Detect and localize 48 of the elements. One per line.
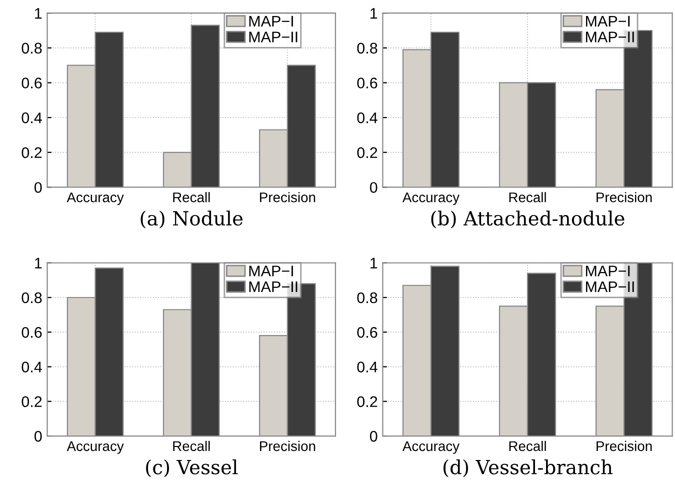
- y-tick-label: 0.8: [22, 42, 42, 54]
- y-tick-label: 0.4: [357, 362, 378, 372]
- x-tick-label: Recall: [509, 440, 546, 452]
- legend-label: MAP−I: [586, 266, 630, 276]
- y-tick-label: 0.2: [22, 396, 42, 408]
- x-tick-label: Precision: [596, 192, 652, 202]
- y-tick-label: 0.2: [357, 396, 378, 408]
- x-tick-label: Recall: [173, 440, 210, 452]
- legend-label: MAP−I: [586, 16, 630, 26]
- y-tick-label: 0.8: [22, 292, 42, 304]
- x-tick-label: Precision: [596, 440, 652, 452]
- y-tick-label: 1: [370, 258, 378, 268]
- y-tick-label: 0: [34, 430, 42, 442]
- legend-label: MAP−II: [249, 281, 298, 292]
- y-tick-label: 0.8: [357, 292, 378, 304]
- y-tick-label: 1: [35, 8, 42, 19]
- x-tick-label: Accuracy: [66, 192, 124, 206]
- x-tick-label: Precision: [260, 192, 316, 202]
- x-tick-label: Precision: [260, 440, 316, 452]
- x-tick-label: Recall: [173, 192, 210, 202]
- legend-label: MAP−II: [586, 32, 634, 42]
- x-tick-label: Accuracy: [402, 441, 460, 454]
- legend-label: MAP−I: [249, 266, 293, 276]
- x-axis-title: (b) Attached-nodule: [431, 210, 624, 228]
- y-tick-label: 0.4: [22, 362, 42, 372]
- y-tick-label: 0.6: [22, 326, 42, 338]
- y-tick-label: 0.2: [357, 147, 378, 158]
- y-tick-label: 0.6: [357, 78, 378, 88]
- y-tick-label: 1: [35, 258, 42, 268]
- y-tick-label: 0.6: [22, 78, 42, 88]
- y-tick-label: 0: [370, 430, 378, 442]
- legend-label: MAP−II: [249, 32, 298, 42]
- x-axis-title: (a) Nodule: [140, 210, 243, 228]
- legend-label: MAP−I: [249, 16, 293, 26]
- x-tick-label: Accuracy: [66, 441, 124, 454]
- y-tick-label: 0.4: [22, 112, 42, 124]
- y-tick-label: 0: [34, 182, 42, 193]
- y-tick-label: 0.6: [357, 326, 378, 338]
- x-tick-label: Accuracy: [402, 192, 460, 206]
- y-tick-label: 0.4: [357, 112, 378, 124]
- x-axis-title: (d) Vessel-branch: [444, 459, 613, 478]
- y-tick-label: 0.2: [22, 147, 42, 158]
- y-tick-label: 0: [370, 182, 378, 193]
- x-tick-label: Recall: [509, 192, 546, 202]
- y-tick-label: 1: [370, 8, 378, 19]
- y-tick-label: 0.8: [357, 42, 378, 54]
- legend-label: MAP−II: [586, 281, 634, 292]
- x-axis-title: (c) Vessel: [146, 459, 238, 478]
